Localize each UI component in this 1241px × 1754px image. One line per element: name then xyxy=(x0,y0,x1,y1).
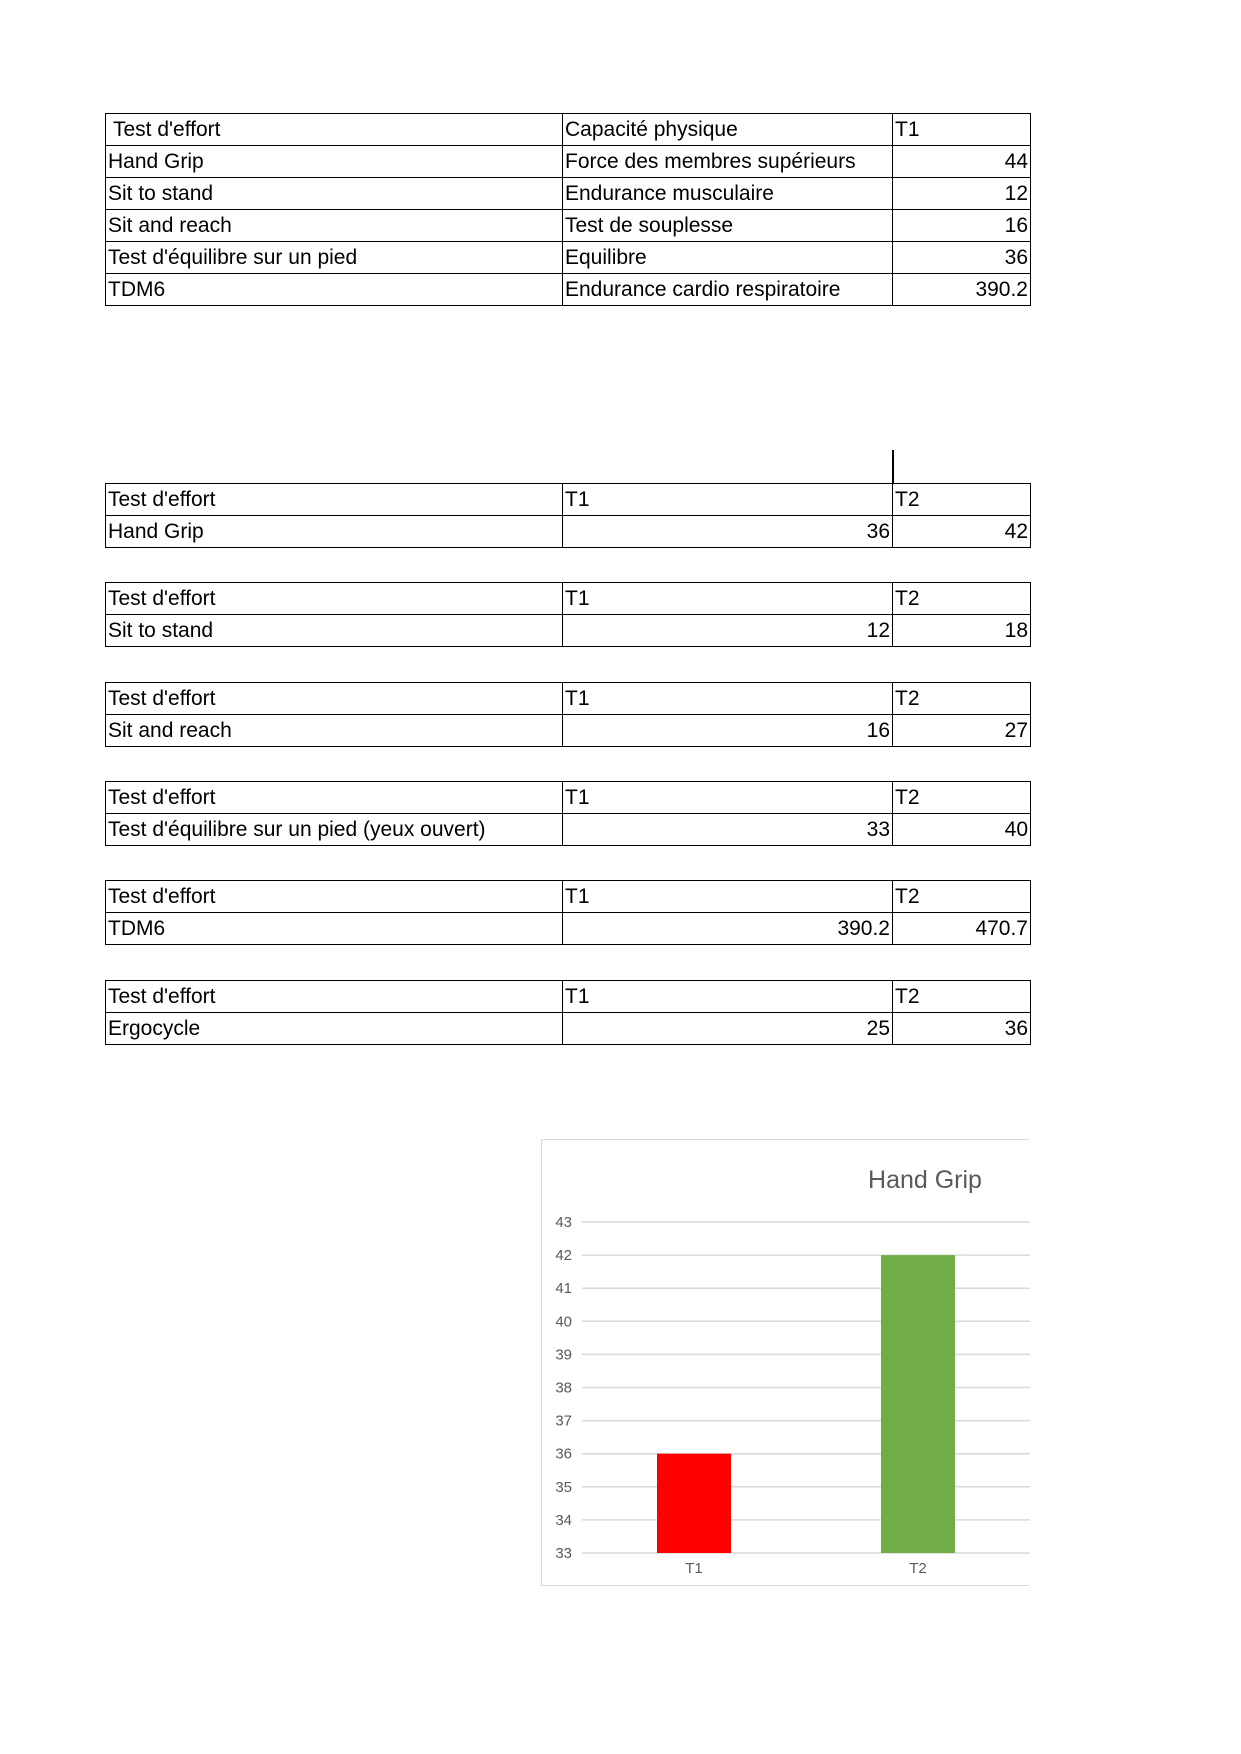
comparison-table: Test d'effort T1 T2 TDM6 390.2 470.7 xyxy=(105,880,1031,946)
cell[interactable]: Sit and reach xyxy=(105,713,563,747)
header-cell[interactable]: Test d'effort xyxy=(105,483,563,516)
cell[interactable]: 36 xyxy=(562,515,893,548)
header-cell[interactable]: T2 xyxy=(892,780,1031,814)
cell[interactable]: 16 xyxy=(892,209,1031,242)
cell[interactable]: 33 xyxy=(562,812,893,846)
cell[interactable]: 470.7 xyxy=(892,912,1031,946)
table-row: Hand Grip 36 42 xyxy=(105,515,1031,548)
cell[interactable]: 40 xyxy=(892,812,1031,846)
table-row: TDM6 390.2 470.7 xyxy=(105,912,1031,946)
cell[interactable]: 27 xyxy=(892,713,1031,747)
header-cell[interactable]: T2 xyxy=(892,483,1031,516)
x-tick-label: T2 xyxy=(909,1560,927,1577)
header-cell[interactable]: T1 xyxy=(562,483,893,516)
cell-border-fragment xyxy=(892,450,894,483)
table-header-row: Test d'effort T1 T2 xyxy=(105,880,1031,914)
table-header-row: Test d'effort T1 T2 xyxy=(105,681,1031,715)
header-cell[interactable]: T1 xyxy=(562,681,893,715)
cell[interactable]: 12 xyxy=(562,614,893,648)
cell[interactable]: Force des membres supérieurs xyxy=(562,145,893,178)
cell[interactable]: 16 xyxy=(562,713,893,747)
y-tick-label: 33 xyxy=(555,1545,572,1562)
y-tick-label: 36 xyxy=(555,1446,572,1463)
table-row: Sit and reach 16 27 xyxy=(105,713,1031,747)
header-cell[interactable]: T1 xyxy=(892,113,1031,146)
header-cell[interactable]: T1 xyxy=(562,979,893,1013)
table-row: Test d'équilibre sur un pied (yeux ouver… xyxy=(105,812,1031,846)
cell[interactable]: Sit and reach xyxy=(105,209,563,242)
header-cell[interactable]: Test d'effort xyxy=(105,113,563,146)
cell[interactable]: Hand Grip xyxy=(105,145,563,178)
comparison-table: Test d'effort T1 T2 Test d'équilibre sur un… xyxy=(105,780,1031,846)
cell[interactable]: 36 xyxy=(892,1011,1031,1045)
header-cell[interactable]: T2 xyxy=(892,979,1031,1013)
cell[interactable]: 18 xyxy=(892,614,1031,648)
cell[interactable]: 390.2 xyxy=(562,912,893,946)
x-tick-label: T1 xyxy=(685,1560,703,1577)
table-row: Test d'équilibre sur un pied Equilibre 36 xyxy=(105,241,1031,274)
comparison-table: Test d'effort T1 T2 Sit to stand 12 18 xyxy=(105,582,1031,648)
y-tick-label: 37 xyxy=(555,1413,572,1430)
header-cell[interactable]: Test d'effort xyxy=(105,979,563,1013)
cell[interactable]: Test de souplesse xyxy=(562,209,893,242)
table-row: Sit and reach Test de souplesse 16 xyxy=(105,209,1031,242)
cell[interactable]: Test d'équilibre sur un pied xyxy=(105,241,563,274)
header-cell[interactable]: Test d'effort xyxy=(105,880,563,914)
y-tick-label: 43 xyxy=(555,1214,572,1231)
table-header-row: Test d'effort T1 T2 xyxy=(105,979,1031,1013)
table-row: TDM6 Endurance cardio respiratoire 390.2 xyxy=(105,273,1031,306)
cell[interactable]: 42 xyxy=(892,515,1031,548)
table-header-row: Test d'effort T1 T2 xyxy=(105,483,1031,516)
chart-title: Hand Grip xyxy=(868,1166,982,1194)
table-row: Sit to stand Endurance musculaire 12 xyxy=(105,177,1031,210)
hand-grip-chart[interactable]: 33 34 35 36 37 38 39 40 41 42 43 T1 T2 Hand Grip xyxy=(541,1139,1030,1586)
header-cell[interactable]: Test d'effort xyxy=(105,780,563,814)
table-row: Sit to stand 12 18 xyxy=(105,614,1031,648)
cell[interactable]: 25 xyxy=(562,1011,893,1045)
cell[interactable]: Sit to stand xyxy=(105,177,563,210)
cell[interactable]: 12 xyxy=(892,177,1031,210)
table-header-row: Test d'effort T1 T2 xyxy=(105,780,1031,814)
y-tick-label: 42 xyxy=(555,1247,572,1264)
table-row: Ergocycle 25 36 xyxy=(105,1011,1031,1045)
y-tick-label: 41 xyxy=(555,1280,572,1297)
cell[interactable]: 36 xyxy=(892,241,1031,274)
header-cell[interactable]: Capacité physique xyxy=(562,113,893,146)
y-tick-label: 34 xyxy=(555,1512,572,1529)
table-header-row: Test d'effort Capacité physique T1 xyxy=(105,113,1031,146)
cell[interactable]: Test d'équilibre sur un pied (yeux ouver… xyxy=(105,812,563,846)
comparison-table: Test d'effort T1 T2 Hand Grip 36 42 xyxy=(105,483,1031,548)
comparison-table: Test d'effort T1 T2 Sit and reach 16 27 xyxy=(105,681,1031,747)
header-cell[interactable]: T2 xyxy=(892,681,1031,715)
cell[interactable]: Endurance cardio respiratoire xyxy=(562,273,893,306)
header-cell[interactable]: Test d'effort xyxy=(105,582,563,616)
comparison-table: Test d'effort T1 T2 Ergocycle 25 36 xyxy=(105,979,1031,1045)
cell[interactable]: Endurance musculaire xyxy=(562,177,893,210)
header-cell[interactable]: T2 xyxy=(892,582,1031,616)
table-row: Hand Grip Force des membres supérieurs 44 xyxy=(105,145,1031,178)
bar-t2[interactable] xyxy=(881,1255,955,1553)
header-cell[interactable]: T2 xyxy=(892,880,1031,914)
y-tick-label: 35 xyxy=(555,1479,572,1496)
header-cell[interactable]: T1 xyxy=(562,780,893,814)
cell[interactable]: Ergocycle xyxy=(105,1011,563,1045)
y-tick-label: 39 xyxy=(555,1346,572,1363)
header-cell[interactable]: T1 xyxy=(562,582,893,616)
chart-svg: 33 34 35 36 37 38 39 40 41 42 43 T1 T2 Hand Grip xyxy=(555,1166,1030,1577)
y-tick-label: 40 xyxy=(555,1313,572,1330)
cell[interactable]: Hand Grip xyxy=(105,515,563,548)
summary-table: Test d'effort Capacité physique T1 Hand … xyxy=(105,113,1031,306)
cell[interactable]: TDM6 xyxy=(105,273,563,306)
header-cell[interactable]: Test d'effort xyxy=(105,681,563,715)
cell[interactable]: Sit to stand xyxy=(105,614,563,648)
cell[interactable]: 44 xyxy=(892,145,1031,178)
cell[interactable]: 390.2 xyxy=(892,273,1031,306)
bar-t1[interactable] xyxy=(657,1453,731,1553)
cell[interactable]: Equilibre xyxy=(562,241,893,274)
header-cell[interactable]: T1 xyxy=(562,880,893,914)
cell[interactable]: TDM6 xyxy=(105,912,563,946)
table-header-row: Test d'effort T1 T2 xyxy=(105,582,1031,616)
y-tick-label: 38 xyxy=(555,1380,572,1397)
